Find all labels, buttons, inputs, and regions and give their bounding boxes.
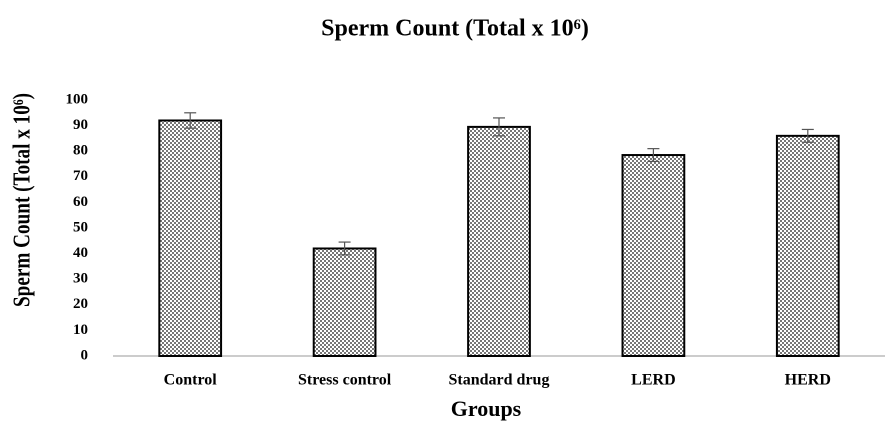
bar bbox=[312, 247, 377, 357]
error-bar bbox=[801, 128, 814, 143]
x-tick-label: Stress control bbox=[298, 372, 392, 389]
x-tick-label: HERD bbox=[785, 372, 831, 389]
y-tick-label: 50 bbox=[73, 219, 88, 235]
y-tick-label: 60 bbox=[73, 194, 88, 210]
error-bar bbox=[493, 117, 505, 137]
y-tick-label: 40 bbox=[73, 245, 88, 261]
x-axis-label: Groups bbox=[451, 396, 522, 421]
y-tick-label: 70 bbox=[73, 168, 88, 184]
chart-title: Sperm Count (Total x 10⁶) bbox=[321, 16, 589, 42]
error-bar bbox=[184, 112, 197, 129]
y-tick-label: 30 bbox=[73, 271, 88, 287]
bar bbox=[775, 134, 840, 357]
y-tick-label: 0 bbox=[81, 347, 89, 363]
y-tick-label: 10 bbox=[73, 322, 88, 338]
y-tick-label: 90 bbox=[73, 117, 88, 133]
y-axis-label: Sperm Count (Total x 10⁶) bbox=[9, 93, 36, 307]
error-bar bbox=[647, 148, 660, 163]
error-bar bbox=[338, 241, 351, 256]
y-tick-label: 100 bbox=[66, 91, 89, 107]
y-tick-label: 20 bbox=[73, 296, 88, 312]
x-tick-label: Control bbox=[164, 372, 218, 389]
y-tick-label: 80 bbox=[73, 143, 88, 159]
bar bbox=[621, 154, 686, 357]
x-tick-label: Standard drug bbox=[449, 372, 550, 389]
x-tick-label: LERD bbox=[631, 372, 675, 389]
bar bbox=[158, 119, 223, 358]
bar bbox=[467, 125, 531, 357]
